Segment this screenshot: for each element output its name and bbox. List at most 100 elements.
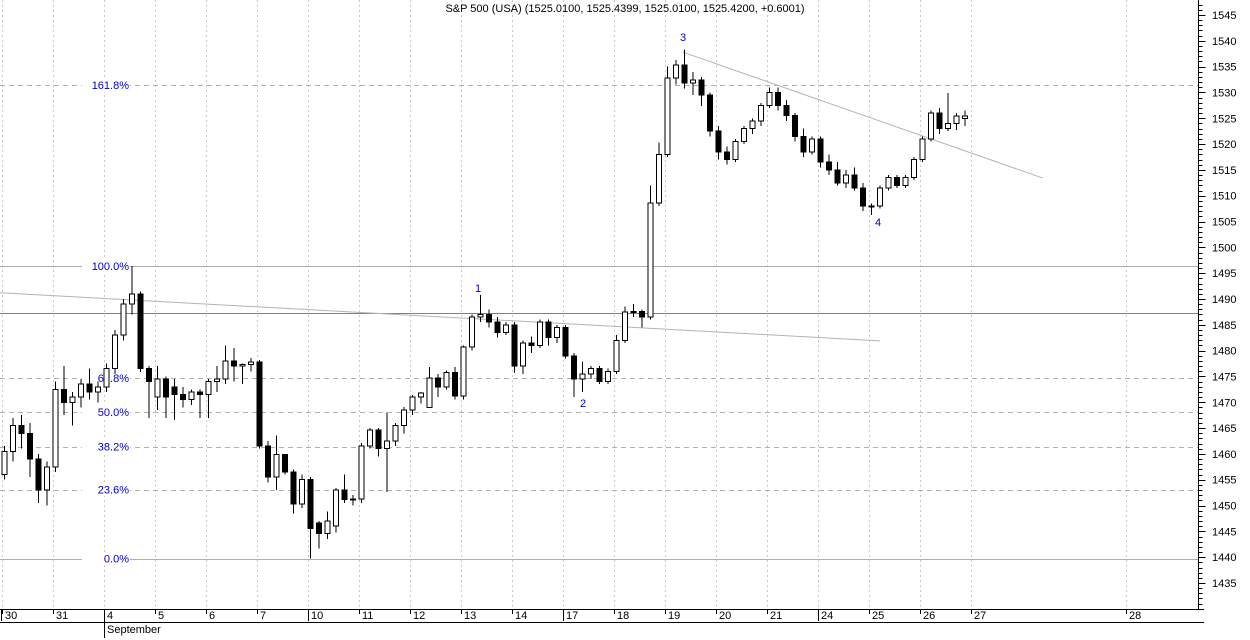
candle (290, 471, 297, 505)
candle (214, 378, 220, 383)
candle (656, 153, 662, 204)
candle (95, 386, 101, 393)
x-axis-label: 28 (1129, 610, 1141, 622)
candle (452, 371, 458, 397)
candle (69, 396, 76, 403)
candle (180, 394, 186, 401)
candle (18, 425, 25, 434)
candle (129, 293, 135, 305)
trendline-1 (0, 292, 881, 342)
y-axis-label: 1545 (1212, 10, 1236, 22)
candle (358, 445, 365, 500)
candle (911, 159, 917, 179)
candle (409, 396, 416, 411)
candle (741, 128, 747, 143)
candle (545, 321, 552, 339)
candle (919, 138, 926, 161)
candle (103, 368, 110, 388)
x-axis-label: 17 (566, 610, 578, 622)
y-axis-label: 1475 (1212, 371, 1236, 383)
candle (809, 138, 815, 153)
candle (511, 324, 518, 367)
candle (894, 177, 900, 186)
candle (197, 391, 203, 396)
candle (307, 479, 314, 529)
candle (800, 135, 807, 153)
candle (588, 368, 594, 375)
y-axis-label: 1520 (1212, 139, 1236, 151)
candle (885, 177, 892, 189)
candle (248, 361, 254, 366)
x-axis-label: 13 (464, 610, 476, 622)
fib-label-backing (82, 440, 130, 454)
x-axis-label: 24 (821, 610, 833, 622)
candle (715, 130, 722, 153)
y-axis-label: 1480 (1212, 346, 1236, 358)
fib-label-38.2%: 38.2% (98, 442, 129, 454)
candle (673, 64, 679, 79)
candle (928, 112, 934, 140)
candle (146, 368, 152, 383)
candle (477, 313, 484, 318)
candle (834, 169, 841, 184)
candle (222, 360, 229, 380)
fib-label-backing (82, 483, 130, 497)
y-axis-label: 1450 (1212, 501, 1236, 513)
fib-label-backing (82, 78, 130, 92)
x-axis-label: 10 (311, 610, 323, 622)
x-axis-label: 4 (107, 610, 113, 622)
wave-label-2: 2 (580, 398, 586, 410)
y-axis-label: 1505 (1212, 217, 1236, 229)
candle (520, 342, 526, 367)
wave-label-1: 1 (475, 283, 481, 295)
x-axis-label: 18 (617, 610, 629, 622)
fib-label-backing (82, 259, 130, 273)
fib-label-23.6%: 23.6% (98, 485, 129, 497)
candle (953, 115, 960, 124)
y-axis-label: 1490 (1212, 294, 1236, 306)
candle (647, 202, 654, 318)
candle (27, 432, 33, 460)
candle (698, 79, 705, 96)
x-axis-label: 25 (872, 610, 884, 622)
month-label: September (107, 624, 161, 636)
candle (749, 120, 756, 130)
y-axis-label: 1485 (1212, 320, 1236, 332)
fib-label-0.0%: 0.0% (104, 554, 129, 566)
y-axis-label: 1460 (1212, 449, 1236, 461)
candle (10, 425, 16, 452)
candle (783, 104, 790, 117)
candle (469, 316, 475, 348)
fib-label-161.8%: 161.8% (92, 80, 130, 92)
candle (44, 466, 50, 491)
candle (494, 321, 501, 334)
candle (766, 91, 773, 106)
y-axis-label: 1465 (1212, 423, 1236, 435)
x-axis-label: 27 (974, 610, 986, 622)
y-axis-label: 1535 (1212, 62, 1236, 74)
trendline-2 (682, 51, 1044, 179)
wave-label-4: 4 (875, 217, 881, 229)
candle (324, 520, 331, 534)
candle (1, 450, 8, 476)
candle (860, 187, 866, 207)
candle (851, 174, 858, 189)
candle (120, 303, 127, 336)
chart-title: S&P 500 (USA) (1525.0100, 1525.4399, 152… (445, 3, 805, 15)
candle (817, 138, 824, 163)
candle (52, 388, 59, 468)
candle (435, 377, 441, 388)
candle (758, 104, 764, 122)
candle (962, 115, 968, 119)
candle (35, 458, 42, 491)
x-axis-label: 31 (56, 610, 68, 622)
candle (171, 386, 178, 396)
wave-label-3: 3 (680, 32, 686, 44)
x-axis-label: 20 (719, 610, 731, 622)
y-axis-label: 1530 (1212, 87, 1236, 99)
candle (826, 161, 832, 171)
candle (503, 324, 509, 334)
candle (664, 77, 671, 155)
